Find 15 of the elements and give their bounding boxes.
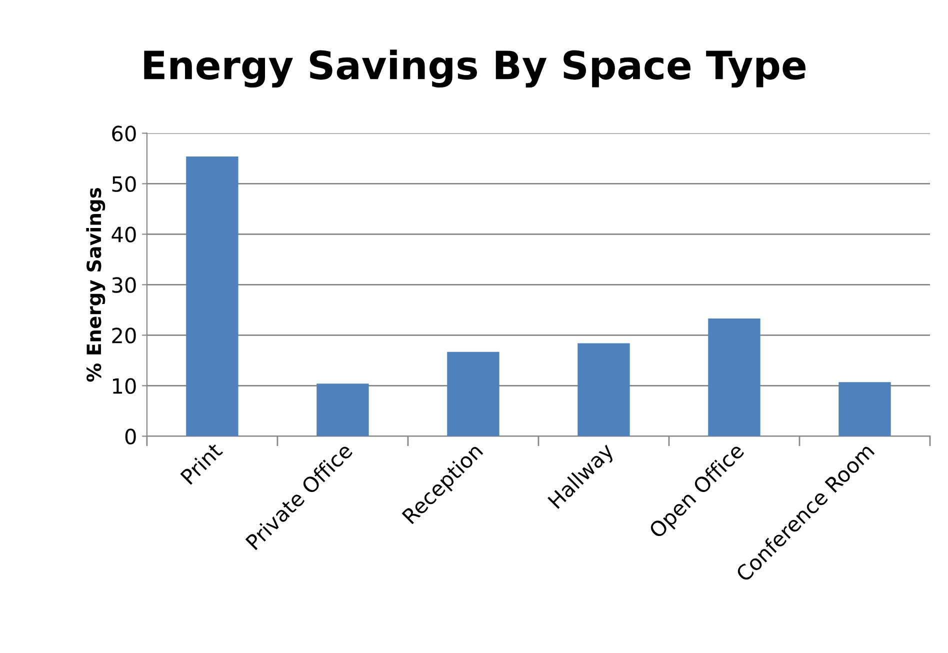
y-tick-label: 0: [125, 428, 136, 444]
y-tick-label: 30: [112, 277, 136, 293]
bar: [838, 382, 891, 436]
y-tick-label: 10: [112, 378, 136, 394]
bar: [578, 343, 630, 436]
y-tick-label: 40: [112, 226, 136, 242]
y-tick-label: 50: [112, 176, 136, 192]
y-axis-title: % Energy Savings: [86, 188, 106, 382]
y-tick-label: 20: [112, 328, 136, 344]
bar: [316, 384, 369, 436]
bar: [708, 318, 760, 436]
bar: [186, 156, 238, 436]
chart-title: Energy Savings By Space Type: [144, 50, 806, 88]
bar: [447, 352, 500, 436]
y-tick-label: 60: [112, 126, 136, 142]
